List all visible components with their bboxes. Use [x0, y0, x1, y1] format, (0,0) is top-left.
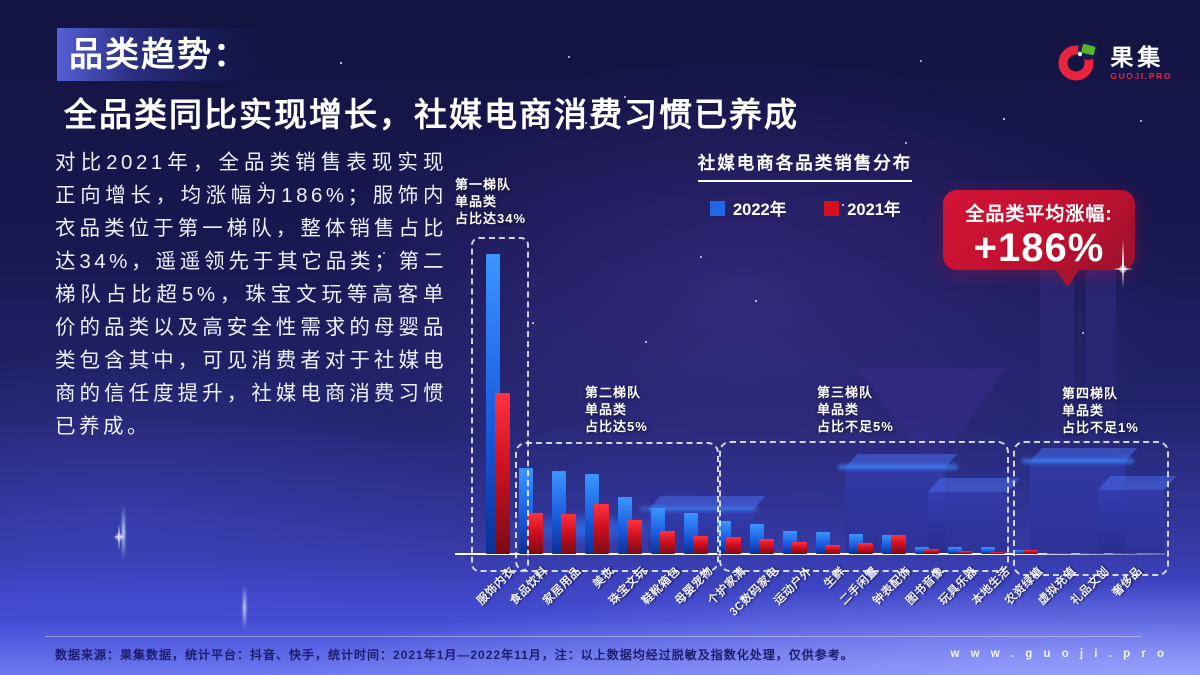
light-beam: [243, 585, 246, 630]
bar-2021年-家居用品: [561, 514, 576, 554]
bar-2021年-二手闲置: [858, 543, 873, 554]
bar-2022年-礼品文创: [1080, 552, 1094, 554]
footer-note: 数据来源：果集数据，统计平台：抖音、快手，统计时间：2021年1月—2022年1…: [55, 648, 854, 662]
footer-divider: [45, 636, 1141, 637]
logo-subname: GUOJI.PRO: [1110, 70, 1172, 81]
light-beam: [122, 505, 125, 560]
badge-label: 全品类平均涨幅:: [965, 204, 1113, 225]
star: [568, 56, 570, 58]
bar-2022年-玩具乐器: [948, 546, 962, 554]
bar-2021年-珠宝文玩: [627, 520, 642, 554]
star: [920, 60, 922, 62]
growth-badge: 全品类平均涨幅: +186%: [943, 190, 1135, 287]
star: [1140, 120, 1142, 122]
bar-2022年-农资绿植: [1014, 549, 1028, 554]
chart-legend: 2022年 2021年: [710, 196, 900, 220]
tier3-box: [719, 441, 1009, 572]
page-title: 品类趋势：: [69, 36, 249, 74]
tier2-label: 第二梯队 单品类 占比达5%: [585, 385, 648, 434]
bottom-gradient: [0, 555, 1200, 675]
bar-2021年-钟表配饰: [891, 534, 906, 554]
bar-2021年-鞋靴箱包: [660, 531, 675, 554]
bar-2021年-奢侈品: [1122, 552, 1137, 554]
tier1-label: 第一梯队 单品类 占比达34%: [455, 177, 527, 226]
legend-2022: 2022年: [710, 196, 786, 220]
tier4-label: 第四梯队 单品类 占比不足1%: [1062, 386, 1139, 435]
decor-pillar: [1086, 262, 1116, 460]
bar-2021年-个护家清: [726, 537, 741, 554]
decor-glow-line: [838, 465, 958, 469]
bar-2021年-生鲜: [825, 545, 840, 554]
sparkle-icon: [1112, 240, 1134, 288]
star: [262, 182, 264, 184]
bar-2021年-玩具乐器: [957, 551, 972, 554]
decor-glow-line: [1022, 459, 1134, 463]
star: [700, 256, 702, 258]
star: [152, 352, 154, 354]
decor-cube: [928, 492, 1008, 555]
x-axis-line: [455, 553, 1165, 555]
tier1-box: [471, 237, 529, 572]
star: [585, 122, 587, 124]
footer-website: w w w . g u o j i . p r o: [950, 648, 1168, 660]
bar-2021年-美妆: [594, 503, 609, 554]
decor-cube: [1098, 490, 1164, 555]
star: [905, 142, 907, 144]
badge-value: +186%: [973, 226, 1105, 270]
star: [383, 252, 385, 254]
bar-2021年-虚拟充值: [1056, 552, 1071, 554]
bar-2021年-食品饮料: [528, 512, 543, 554]
star: [624, 96, 626, 98]
bar-2021年-运动户外: [792, 541, 807, 554]
legend-swatch-2021: [824, 200, 840, 216]
bar-2022年-本地生活: [981, 546, 995, 554]
bar-2021年-母婴宠物: [693, 536, 708, 554]
star: [842, 204, 844, 206]
star: [755, 300, 757, 302]
bar-2021年-图书音像: [924, 548, 939, 554]
tier2-box: [515, 442, 719, 572]
star: [1003, 118, 1005, 120]
logo-name: 果集: [1110, 43, 1165, 70]
bar-2021年-农资绿植: [1023, 549, 1038, 554]
bar-2021年-本地生活: [990, 552, 1005, 554]
star: [340, 62, 342, 64]
star: [532, 322, 534, 324]
bar-2021年-3C数码家电: [759, 539, 774, 554]
logo: 果集 GUOJI.PRO: [1057, 38, 1172, 87]
title-box: 品类趋势：: [57, 28, 257, 81]
page-subtitle: 全品类同比实现增长，社媒电商消费习惯已养成: [64, 96, 799, 133]
sparkle-icon: [112, 524, 126, 550]
bar-2022年-图书音像: [915, 546, 929, 554]
star: [1082, 332, 1084, 334]
chart-plot: 服饰内衣 食品饮料 家居用品 美妆 珠宝文玩 鞋靴箱包 母婴宠物 个护家清 3C数码家电 运动户外…: [455, 225, 1170, 619]
legend-swatch-2022: [710, 200, 725, 216]
bar-2021年-服饰内衣: [495, 393, 510, 554]
tier4-box: [1013, 441, 1169, 576]
intro-paragraph: 对比2021年，全品类销售表现实现正向增长，均涨幅为186%；服饰内衣品类位于第…: [55, 151, 447, 438]
bar-2022年-虚拟充值: [1047, 552, 1061, 554]
bar-2022年-奢侈品: [1113, 552, 1127, 554]
decor-glow-line: [640, 507, 758, 511]
legend-2021: 2021年: [824, 196, 900, 220]
chart-title: 社媒电商各品类销售分布: [655, 150, 955, 182]
guoji-logo-icon: [1057, 38, 1101, 87]
star: [645, 341, 647, 343]
bar-2021年-礼品文创: [1089, 552, 1104, 554]
tier3-label: 第三梯队 单品类 占比不足5%: [817, 385, 894, 434]
